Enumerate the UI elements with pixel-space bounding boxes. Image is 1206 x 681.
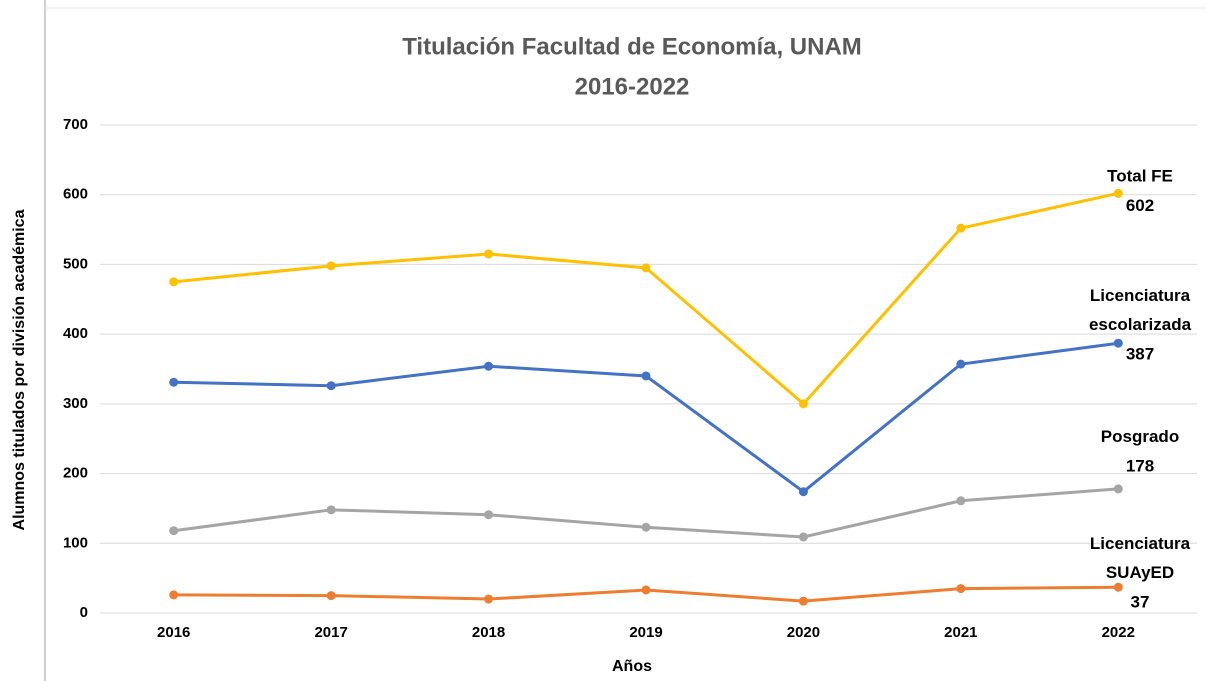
data-point <box>956 359 966 369</box>
series-label: Posgrado <box>1101 427 1179 446</box>
data-point <box>641 585 651 595</box>
data-point <box>484 594 494 604</box>
series-label: Licenciatura escolarizada <box>1089 287 1192 335</box>
data-point <box>326 591 336 601</box>
x-tick-label: 2022 <box>1102 624 1135 641</box>
data-point <box>326 381 336 391</box>
y-tick-label: 200 <box>63 465 88 482</box>
data-label: 387 <box>1126 345 1154 364</box>
data-label: 178 <box>1126 456 1154 475</box>
data-point <box>326 261 336 271</box>
data-point <box>1113 188 1123 198</box>
data-point <box>641 371 651 381</box>
data-point <box>1113 338 1123 348</box>
series-label: Licenciatura SUAyED <box>1090 535 1191 583</box>
y-tick-label: 600 <box>63 186 88 203</box>
x-tick-label: 2019 <box>629 624 662 641</box>
data-point <box>484 361 494 371</box>
data-point <box>798 399 808 409</box>
data-point <box>326 505 336 515</box>
data-label: 37 <box>1131 593 1150 612</box>
x-tick-label: 2021 <box>944 624 977 641</box>
series-line <box>173 341 1119 494</box>
data-point <box>956 496 966 506</box>
x-tick-label: 2020 <box>787 624 820 641</box>
data-point <box>169 526 179 536</box>
y-tick-label: 700 <box>63 116 88 133</box>
x-tick-label: 2017 <box>314 624 347 641</box>
y-tick-label: 500 <box>63 255 88 272</box>
x-tick-label: 2016 <box>157 624 190 641</box>
data-point <box>641 263 651 273</box>
y-axis-label: Alumnos titulados por división académica <box>11 209 28 530</box>
data-point <box>798 532 808 542</box>
data-point <box>798 596 808 606</box>
data-point <box>956 223 966 233</box>
x-tick-label: 2018 <box>472 624 505 641</box>
chart-subtitle: 2016-2022 <box>575 73 690 100</box>
y-tick-label: 0 <box>80 604 88 621</box>
data-point <box>1113 484 1123 494</box>
data-point <box>641 522 651 532</box>
data-point <box>169 590 179 600</box>
series-label: Total FE <box>1107 167 1173 186</box>
data-point <box>484 249 494 259</box>
data-label: 602 <box>1126 196 1154 215</box>
data-point <box>956 584 966 594</box>
data-point <box>798 487 808 497</box>
data-point <box>484 510 494 520</box>
chart-title: Titulación Facultad de Economía, UNAM <box>402 33 862 60</box>
y-tick-label: 300 <box>63 395 88 412</box>
x-axis-label: Años <box>612 658 652 675</box>
y-tick-label: 100 <box>63 534 88 551</box>
data-point <box>1113 582 1123 592</box>
y-tick-label: 400 <box>63 325 88 342</box>
data-point <box>169 377 179 387</box>
data-point <box>169 277 179 287</box>
